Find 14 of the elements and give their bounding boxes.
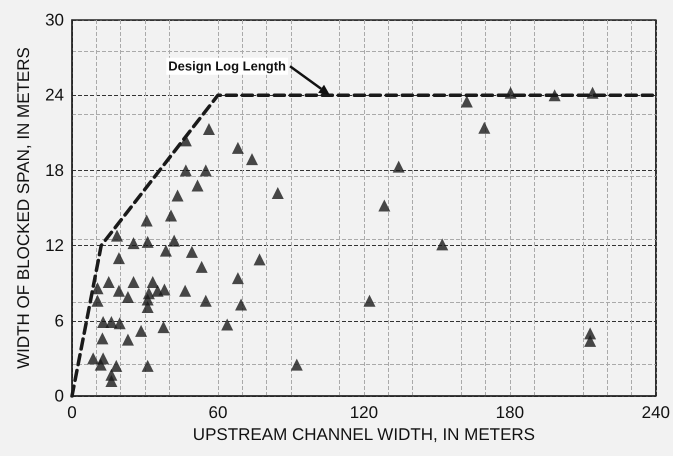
x-tick-label: 60 bbox=[208, 403, 228, 422]
x-axis-title: UPSTREAM CHANNEL WIDTH, IN METERS bbox=[192, 425, 536, 444]
y-axis-title: WIDTH OF BLOCKED SPAN, IN METERS bbox=[14, 47, 33, 369]
annotation: Design Log Length bbox=[168, 58, 286, 74]
y-tick-label: 12 bbox=[45, 236, 64, 256]
x-tick-label: 120 bbox=[350, 403, 378, 422]
y-tick-label: 24 bbox=[45, 86, 64, 105]
y-tick-label: 6 bbox=[54, 311, 64, 330]
x-tick-label: 0 bbox=[67, 403, 77, 422]
y-tick-label: 0 bbox=[54, 386, 64, 406]
y-tick-label: 18 bbox=[45, 160, 64, 180]
y-tick-label: 30 bbox=[45, 10, 64, 30]
x-tick-label: 180 bbox=[496, 403, 524, 422]
x-tick-label: 240 bbox=[642, 403, 670, 422]
